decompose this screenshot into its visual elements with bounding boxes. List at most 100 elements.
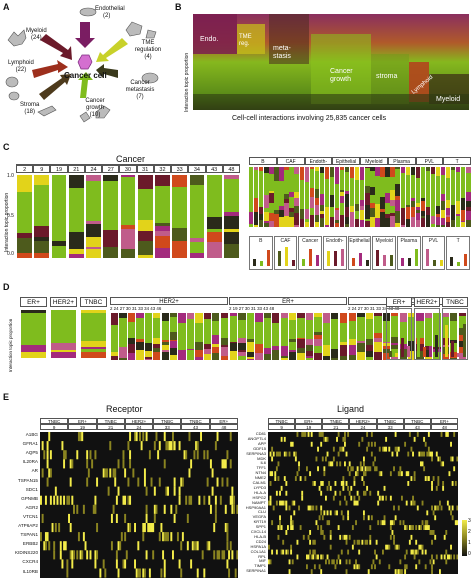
receptor-cell xyxy=(127,477,130,487)
arrow-metastasis xyxy=(96,64,118,78)
ligand-cell xyxy=(424,476,427,481)
panel-c-right-bar xyxy=(440,167,446,227)
ligand-cell xyxy=(271,520,274,526)
ligand-cell xyxy=(291,559,294,565)
panel-c-right-bar xyxy=(294,167,299,227)
receptor-cell xyxy=(152,523,155,533)
lymphoid-cell-icon xyxy=(5,76,19,88)
node-metastasis: Cancer metastasis (7) xyxy=(125,80,155,100)
ligand-cell xyxy=(423,451,426,457)
panel-c-group-header: Endoth- xyxy=(304,157,333,165)
ligand-cell xyxy=(320,530,323,535)
receptor-cell xyxy=(150,477,153,487)
panel-d-mid-bar xyxy=(255,313,263,360)
panel-c-bar xyxy=(137,175,153,258)
receptor-cell xyxy=(127,495,130,505)
ligand-cell xyxy=(363,490,365,496)
ligand-cell xyxy=(355,471,357,477)
receptor-cell xyxy=(193,541,196,551)
panel-c-celltype-label: PVL xyxy=(428,238,439,244)
ligand-cell xyxy=(421,451,424,457)
ligand-cell xyxy=(342,534,345,540)
ligand-cell xyxy=(450,456,452,462)
ligand-cell xyxy=(393,534,395,540)
panel-c-right-bar xyxy=(420,167,426,227)
receptor-header: HER2+ xyxy=(124,418,154,424)
ligand-cell xyxy=(318,432,321,437)
ligand-cell xyxy=(437,456,440,462)
ligand-cell xyxy=(361,466,364,472)
ligand-cell xyxy=(451,515,454,521)
receptor-gene-label: TSPAN1 xyxy=(20,532,38,538)
ligand-cell xyxy=(363,510,365,516)
ligand-cell xyxy=(342,481,345,486)
receptor-cell xyxy=(94,559,97,569)
panel-d-mid-bar xyxy=(416,313,424,360)
panel-c-right-bar xyxy=(415,167,421,227)
ligand-cell xyxy=(326,451,329,457)
ligand-cell xyxy=(396,544,399,550)
ligand-cell xyxy=(296,539,299,545)
ligand-cell xyxy=(434,515,437,521)
receptor-cell xyxy=(165,486,168,496)
panel-c-right-bar xyxy=(314,167,320,227)
panel-c-sample-header: 9 xyxy=(33,165,51,173)
metastasis-cell-icon xyxy=(141,72,159,84)
receptor-cell xyxy=(117,568,120,578)
ligand-cell xyxy=(285,500,288,506)
receptor-cell xyxy=(158,477,161,487)
ligand-cell xyxy=(287,525,289,530)
ligand-cell xyxy=(332,559,335,565)
ligand-cell xyxy=(366,446,369,452)
receptor-cell xyxy=(208,541,211,551)
ligand-cell xyxy=(315,554,318,560)
panel-c-group-header: B xyxy=(249,157,277,165)
receptor-cell xyxy=(231,495,234,505)
panel-c-celltype-box xyxy=(298,236,322,270)
receptor-cell xyxy=(206,477,209,487)
panel-d-right-header: ER+ xyxy=(386,297,412,307)
panel-c-sample-header: 2 xyxy=(16,165,34,173)
panel-c-right-bar xyxy=(400,167,405,227)
panel-c-bar xyxy=(51,175,67,258)
receptor-cell xyxy=(71,550,74,560)
ligand-cell xyxy=(364,471,367,477)
receptor-cell xyxy=(163,504,166,514)
receptor-cell xyxy=(115,550,118,560)
node-stroma: Stroma (18) xyxy=(20,102,40,115)
receptor-cell xyxy=(129,432,132,442)
ligand-cell xyxy=(304,476,307,481)
panel-d-right-mark xyxy=(463,324,466,357)
ligand-cell xyxy=(271,456,274,462)
receptor-cell xyxy=(44,532,47,542)
receptor-gene-label: AR xyxy=(31,468,38,474)
ligand-gene-label: GDF15 xyxy=(253,445,266,451)
ligand-cell xyxy=(348,471,351,477)
receptor-cell xyxy=(91,459,94,469)
receptor-cell xyxy=(69,550,72,560)
panel-c-ytick-1: 0.5 xyxy=(7,213,14,219)
ligand-cell xyxy=(369,539,372,545)
panel-c-right-bar xyxy=(405,167,410,227)
ligand-cell xyxy=(345,569,348,575)
receptor-cell xyxy=(43,541,46,551)
ligand-cell xyxy=(318,485,321,491)
ligand-gene-label: TFF1 xyxy=(256,465,266,471)
panel-c-right-bar xyxy=(350,167,355,227)
panel-c-bar xyxy=(189,175,205,258)
receptor-cell xyxy=(158,532,161,542)
ligand-cell xyxy=(427,432,430,437)
panel-c-celltype-mark xyxy=(277,251,281,266)
receptor-cell xyxy=(115,559,118,569)
ligand-cell xyxy=(312,554,315,560)
panel-d-right-mark xyxy=(451,341,454,357)
panel-c-bar xyxy=(172,175,188,258)
receptor-cell xyxy=(163,432,166,442)
receptor-cell xyxy=(188,432,191,442)
ligand-heatmap xyxy=(268,432,458,575)
receptor-cell xyxy=(135,432,138,442)
ligand-cell xyxy=(271,549,274,555)
receptor-cell xyxy=(66,559,69,569)
receptor-cell xyxy=(59,550,62,560)
panel-c-right-bar xyxy=(355,167,360,227)
